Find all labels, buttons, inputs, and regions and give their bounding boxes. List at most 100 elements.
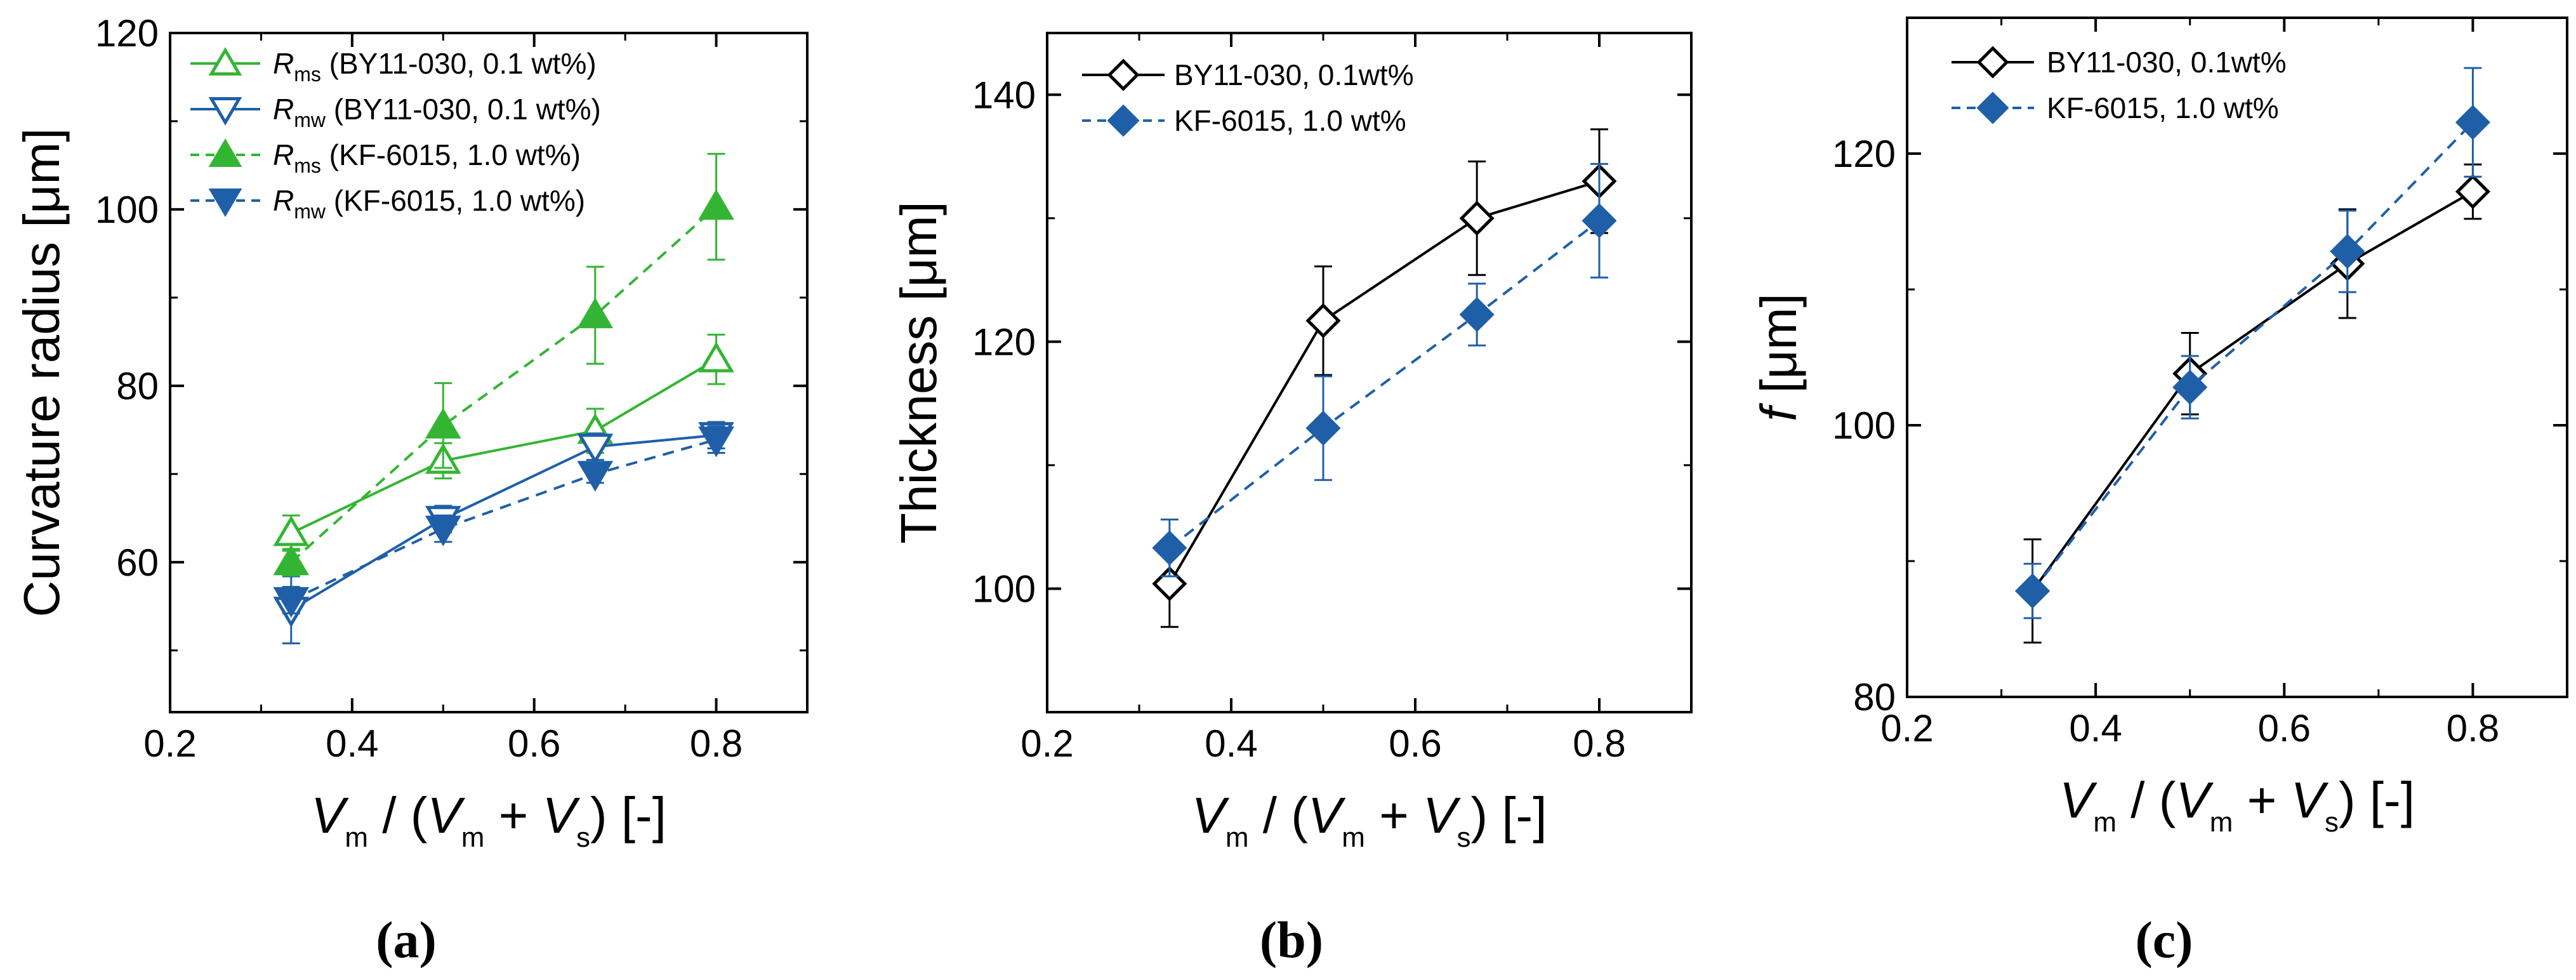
legend-label: Rmw (BY11-030, 0.1 wt%) [273,93,601,131]
x-tick-label: 0.8 [1573,722,1625,765]
x-label-plus: + [1365,787,1423,844]
data-point [273,515,310,546]
data-point [2455,105,2490,140]
legend-marker [1976,46,2009,79]
legend-subscript: mw [294,109,326,131]
y-tick-label: 120 [95,12,159,55]
x-label-sub-m: m [461,822,485,853]
data-point [698,427,734,458]
y-tick-label: 100 [1832,404,1896,447]
legend-entry: Rmw (KF-6015, 1.0 wt%) [190,184,585,223]
legend-entry: KF-6015, 1.0 wt% [1952,91,2279,124]
legend-rest: (BY11-030, 0.1 wt%) [321,47,597,80]
data-point [1459,297,1495,333]
panel-caption: (c) [2135,911,2193,969]
data-point [425,407,461,439]
legend-label: Rms (KF-6015, 1.0 wt%) [273,138,581,177]
x-tick-label: 0.4 [1205,722,1257,765]
x-label-tail: ) [-] [2339,772,2415,828]
data-point [2455,174,2490,209]
legend-entry: Rmw (BY11-030, 0.1 wt%) [190,93,601,131]
x-label-V: V [1423,787,1461,844]
x-label-V: V [2291,772,2329,828]
series-a-0 [273,333,734,552]
y-axis-label: Curvature radius [μm] [13,128,70,618]
x-label-sub-m: m [2210,807,2233,838]
x-axis-label: Vm / (Vm + Vs) [-] [2059,772,2415,838]
series-line [290,434,717,611]
legend-entry: Rms (KF-6015, 1.0 wt%) [190,138,581,177]
y-tick-label: 120 [1832,133,1896,175]
legend-symbol: R [273,93,294,126]
x-label-V: V [2176,772,2214,828]
series-c-0 [2015,163,2490,644]
x-label-sub-s: s [576,822,590,853]
x-label-sub-s: s [2325,807,2339,838]
legend-marker [208,97,242,126]
legend-marker [208,47,242,76]
legend-rest: (KF-6015, 1.0 wt%) [321,138,581,171]
legend-symbol: R [273,184,294,217]
legend-entry: BY11-030, 0.1wt% [1082,58,1414,91]
x-label-V: V [1192,787,1230,844]
series-line [1168,220,1601,549]
x-tick-label: 0.2 [1020,722,1073,765]
panel-caption: (b) [1260,911,1323,969]
data-point [1459,201,1495,236]
legend-rest: (KF-6015, 1.0 wt%) [326,184,585,217]
legend-symbol: R [273,138,294,171]
y-tick-label: 140 [972,74,1036,116]
x-tick-label: 0.2 [1880,707,1933,750]
x-label-slash: / ( [368,787,428,844]
data-point [2172,369,2208,405]
y-axis-label: Thickness [μm] [890,201,947,544]
series-line [2031,121,2474,592]
legend-symbol: R [273,47,294,80]
series-c-1 [2015,67,2490,619]
legend-entry: Rms (BY11-030, 0.1 wt%) [190,47,597,86]
data-point [2015,573,2051,609]
plot-frame-a [169,32,809,713]
legend-subscript: mw [294,200,326,223]
legend-label: BY11-030, 0.1wt% [2047,46,2287,79]
x-tick-label: 0.6 [508,722,560,765]
legend-subscript: ms [294,154,321,177]
data-point [425,515,461,546]
x-tick-label: 0.6 [2258,707,2311,750]
legend-subscript: ms [294,63,321,86]
x-label-V: V [427,787,465,844]
x-label-plus: + [2233,772,2290,828]
y-tick-label: 100 [95,189,159,231]
legend-entry: KF-6015, 1.0 wt% [1082,104,1406,137]
data-point [2330,234,2365,269]
series-line [290,358,717,534]
y-tick-label: 80 [116,365,159,407]
legend-entry: BY11-030, 0.1wt% [1952,46,2287,79]
x-label-slash: / ( [2117,772,2176,828]
data-point [1305,303,1341,338]
x-label-V: V [1308,787,1346,844]
x-tick-label: 0.4 [326,722,378,765]
data-point [1152,530,1187,566]
legend-label: BY11-030, 0.1wt% [1174,58,1414,91]
series-a-2 [273,152,734,577]
x-label-plus: + [484,787,542,844]
y-axis-label: f [μm] [1750,293,1807,421]
x-tick-label: 0.8 [690,722,743,765]
x-axis-label: Vm / (Vm + Vs) [-] [1192,787,1547,853]
x-tick-label: 0.4 [2069,707,2122,750]
data-point [698,341,734,373]
x-label-slash: / ( [1249,787,1309,844]
plot-frame-c [1906,17,2568,698]
y-tick-label: 100 [972,567,1036,610]
data-point [273,545,310,576]
series-line [290,206,717,564]
data-point [577,297,614,329]
data-point [577,461,614,492]
legend-marker [208,138,242,167]
x-label-tail: ) [-] [1470,787,1547,844]
x-label-tail: ) [-] [590,787,666,844]
series-b-1 [1152,162,1617,578]
legend-marker [1976,91,2009,124]
